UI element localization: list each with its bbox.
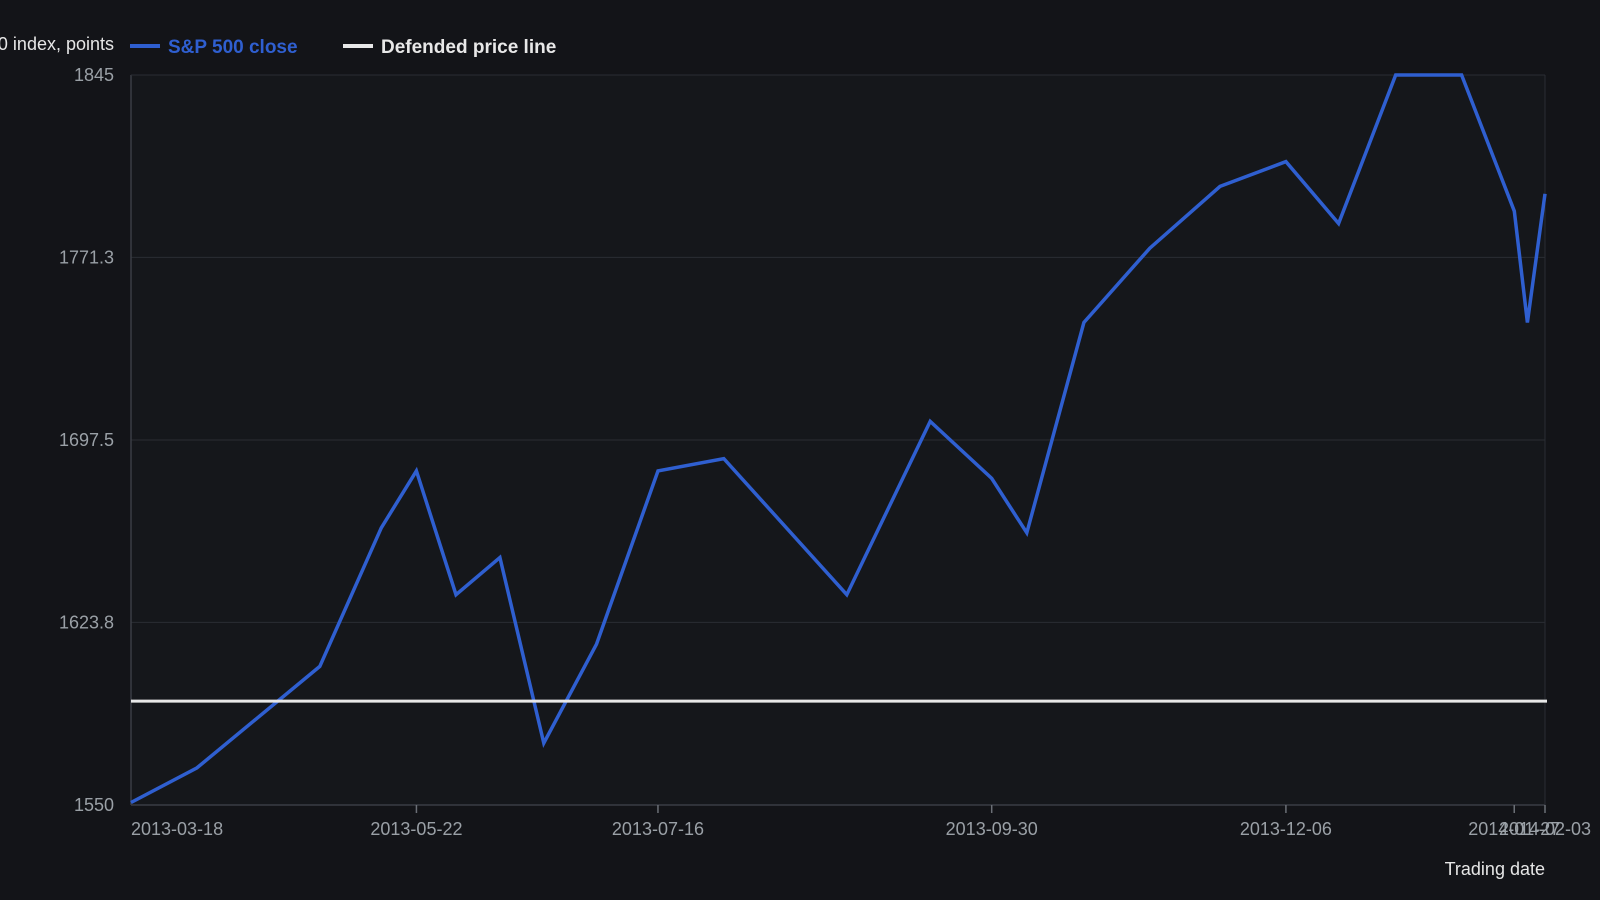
y-axis-label: S&P 500 index, points [0,34,114,54]
x-tick-label: 2014-02-03 [1499,819,1591,839]
legend-label-defended: Defended price line [381,37,556,58]
x-tick-label: 2013-05-22 [370,819,462,839]
y-tick-label: 1623.8 [59,612,114,632]
y-tick-label: 1845 [74,65,114,85]
series [130,73,1547,805]
x-axis-label: Trading date [1445,859,1545,879]
legend-label-sp500: S&P 500 close [168,37,298,58]
x-axis-ticks: 2013-03-18 2013-05-22 2013-07-16 2013-09-30… [131,805,1591,839]
x-tick-label: 2013-07-16 [612,819,704,839]
y-tick-label: 1697.5 [59,430,114,450]
y-tick-label: 1771.3 [59,247,114,267]
y-tick-label: 1550 [74,795,114,815]
legend: S&P 500 close Defended price line [130,37,556,58]
y-axis-ticks: 1550 1623.8 1697.5 1771.3 1845 [59,65,114,815]
x-tick-label: 2013-12-06 [1240,819,1332,839]
series-line-sp500-close [130,73,1547,805]
x-tick-label: 2013-09-30 [946,819,1038,839]
x-tick-label: 2013-03-18 [131,819,223,839]
x-tick-label: 2014-01-27 [1468,819,1560,839]
